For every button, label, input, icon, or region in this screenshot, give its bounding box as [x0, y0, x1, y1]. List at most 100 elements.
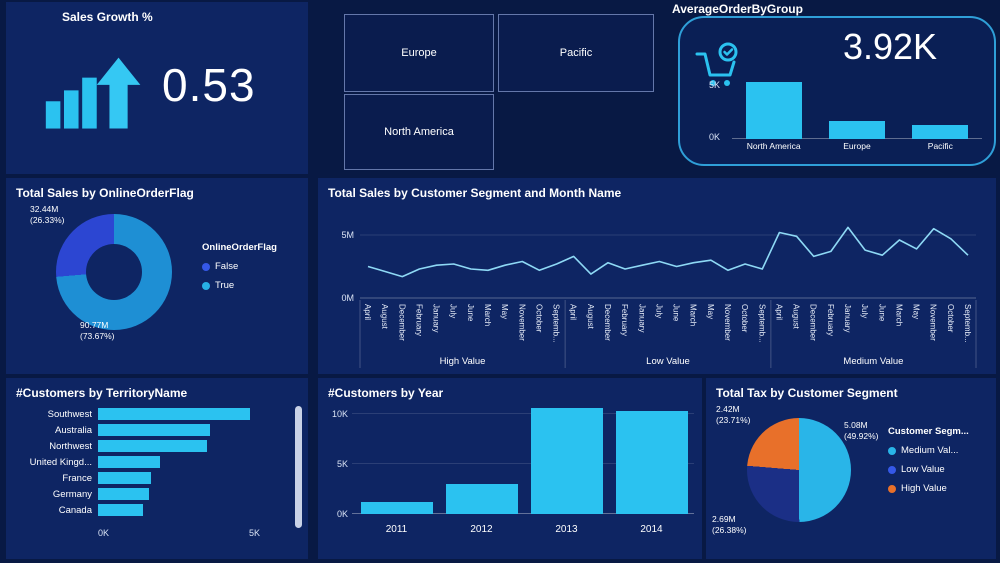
- value-line: 32.44M: [30, 204, 59, 214]
- category-label: 2012: [470, 524, 493, 535]
- bar-2013[interactable]: [530, 408, 603, 514]
- month-tick: April: [363, 304, 372, 320]
- category-label: Europe: [843, 141, 871, 151]
- legend-item-false[interactable]: False: [202, 261, 277, 272]
- legend-dot: [202, 281, 210, 290]
- bar-track: [98, 472, 286, 484]
- tax-pie-chart[interactable]: [747, 418, 851, 522]
- donut-callout-false: 32.44M (26.33%): [30, 204, 65, 226]
- pie-callout-medium: 5.08M (49.92%): [844, 420, 879, 442]
- pct-line: (26.38%): [712, 525, 747, 535]
- y-axis-tick: 0K: [708, 132, 720, 142]
- pct-line: (49.92%): [844, 431, 879, 441]
- month-tick: October: [946, 304, 955, 333]
- bar[interactable]: [98, 504, 143, 516]
- month-tick: March: [483, 304, 492, 326]
- group-label: Low Value: [646, 356, 690, 367]
- bar-2012[interactable]: [445, 484, 518, 514]
- scrollbar-thumb[interactable]: [295, 406, 302, 528]
- legend-dot: [888, 484, 896, 493]
- pie-callout-high: 2.42M (23.71%): [716, 404, 751, 426]
- category-label: Northwest: [49, 440, 92, 452]
- avg-order-bar-chart: North America Europe Pacific: [732, 62, 982, 154]
- donut-callout-true: 90.77M (73.67%): [80, 320, 115, 342]
- panel-total-tax-by-segment: Total Tax by Customer Segment 5.08M (49.9…: [706, 378, 996, 559]
- panel-total-sales-by-onlineorderflag: Total Sales by OnlineOrderFlag 32.44M (26…: [6, 178, 308, 374]
- region-tile-europe[interactable]: Europe: [344, 14, 494, 92]
- legend-label: True: [215, 280, 235, 291]
- segment-month-line-chart: 5M 0M April August December February January Ju…: [341, 226, 977, 368]
- month-tick: November: [929, 304, 938, 341]
- bar[interactable]: [912, 125, 969, 139]
- pie-callout-low: 2.69M (26.38%): [712, 514, 747, 536]
- y-axis-tick: 5M: [341, 230, 354, 240]
- legend-label: Medium Val...: [901, 445, 959, 456]
- bar-row-france: France: [16, 472, 286, 484]
- panel-title: AverageOrderByGroup: [672, 2, 803, 16]
- legend-item-high-value[interactable]: High Value: [888, 483, 969, 494]
- bar[interactable]: [828, 121, 885, 139]
- y-axis-tick: 0M: [341, 293, 354, 303]
- gridline: [352, 463, 694, 464]
- pct-line: (73.67%): [80, 331, 115, 341]
- value-line: 2.42M: [716, 404, 740, 414]
- month-tick: July: [449, 304, 458, 318]
- total-sales-line[interactable]: [367, 226, 969, 278]
- category-label: 2013: [555, 524, 578, 535]
- bar[interactable]: [98, 424, 210, 436]
- bar-track: [98, 456, 286, 468]
- bar-track: [98, 408, 286, 420]
- value-line: 5.08M: [844, 420, 868, 430]
- donut-legend: OnlineOrderFlag False True: [202, 242, 277, 291]
- month-tick: January: [432, 304, 441, 332]
- legend-item-medium-val[interactable]: Medium Val...: [888, 445, 969, 456]
- month-tick: February: [414, 304, 423, 336]
- month-tick: March: [894, 304, 903, 326]
- month-tick: November: [517, 304, 526, 341]
- legend-item-low-value[interactable]: Low Value: [888, 464, 969, 475]
- region-tile-pacific[interactable]: Pacific: [498, 14, 654, 92]
- panel-title: Total Tax by Customer Segment: [716, 386, 898, 400]
- legend-item-true[interactable]: True: [202, 280, 277, 291]
- category-label: United Kingd...: [29, 456, 92, 468]
- panel-customers-by-territory: #Customers by TerritoryName Southwest Aus…: [6, 378, 308, 559]
- bar-2011[interactable]: [360, 502, 433, 514]
- region-tile-north-america[interactable]: North America: [344, 94, 494, 170]
- bar[interactable]: [98, 472, 151, 484]
- bar[interactable]: [98, 488, 149, 500]
- bar-track: [98, 504, 286, 516]
- bar-row-united-kingd: United Kingd...: [16, 456, 286, 468]
- panel-customers-by-year: #Customers by Year 0K 5K 10K 2011 2012 201…: [318, 378, 702, 559]
- bar-column-north-america: North America: [745, 82, 802, 154]
- x-axis-line: [352, 513, 694, 514]
- panel-average-order-by-group: 3.92K 5K 0K North America Europe Pacific: [678, 16, 996, 166]
- month-tick: April: [774, 304, 783, 320]
- value-line: 2.69M: [712, 514, 736, 524]
- month-tick: Septemb...: [552, 304, 561, 343]
- average-order-kpi: 3.92K: [842, 26, 938, 67]
- bar[interactable]: [98, 408, 250, 420]
- gridline: [352, 413, 694, 414]
- month-tick: May: [706, 304, 715, 319]
- bar[interactable]: [745, 82, 802, 139]
- legend-title: Customer Segm...: [888, 426, 969, 437]
- online-order-flag-donut[interactable]: [56, 214, 172, 330]
- month-tick: February: [620, 304, 629, 336]
- growth-bars-arrow-icon: [45, 57, 141, 129]
- bar[interactable]: [98, 440, 207, 452]
- y-axis-tick: 10K: [331, 409, 348, 419]
- month-tick: June: [877, 304, 886, 322]
- category-label: North America: [746, 141, 801, 151]
- panel-title: #Customers by Year: [328, 386, 444, 400]
- month-tick: January: [843, 304, 852, 332]
- y-axis-tick: 0K: [336, 509, 348, 519]
- month-tick: August: [792, 304, 801, 330]
- legend-label: Low Value: [901, 464, 945, 475]
- y-axis-tick: 5K: [336, 459, 348, 469]
- month-tick: Septemb...: [757, 304, 766, 343]
- pct-line: (23.71%): [716, 415, 751, 425]
- bar-2014[interactable]: [615, 411, 688, 514]
- bar-track: [98, 424, 286, 436]
- bar-track: [98, 488, 286, 500]
- bar[interactable]: [98, 456, 160, 468]
